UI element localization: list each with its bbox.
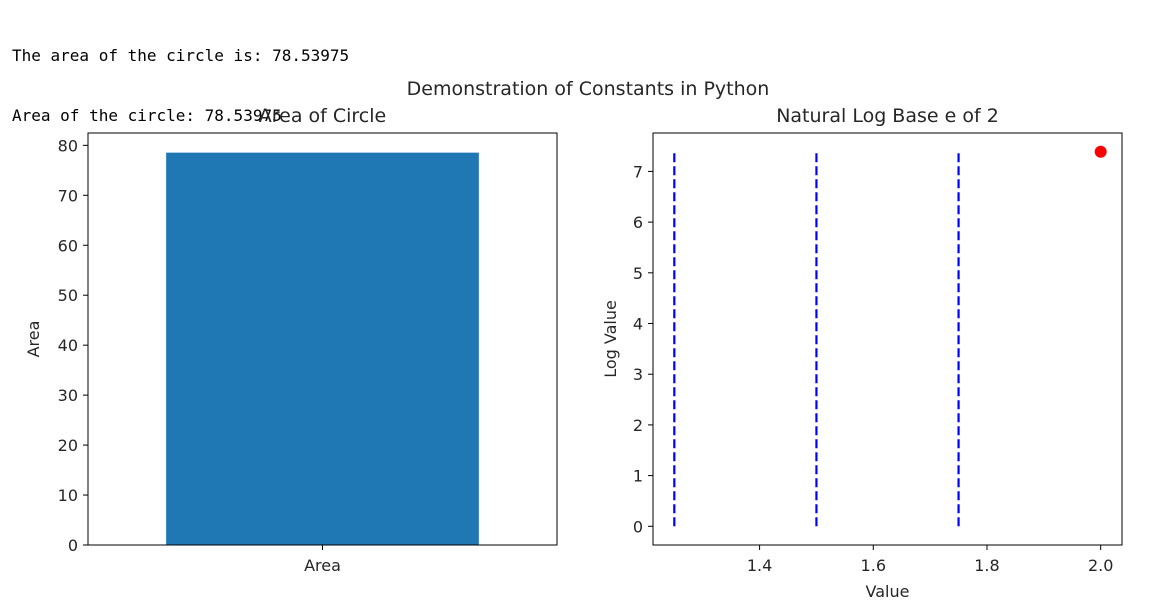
y-tick-label: 5 — [633, 264, 643, 283]
y-tick-label: 10 — [58, 486, 78, 505]
y-tick-label: 3 — [633, 365, 643, 384]
y-tick-label: 30 — [58, 386, 78, 405]
chart2-frame — [652, 132, 1123, 546]
x-tick-label: 2.0 — [1088, 556, 1113, 575]
y-tick-label: 4 — [633, 315, 643, 334]
scatter-point-1 — [1094, 145, 1107, 158]
x-tick-label: 1.6 — [861, 556, 886, 575]
chart1-ylabel: Area — [24, 321, 43, 358]
chart1-title: Area of Circle — [259, 105, 386, 127]
bar-area — [166, 152, 479, 545]
y-tick-label: 1 — [633, 467, 643, 486]
natural-log-chart: Natural Log Base e of 2 1.4 1.6 1.8 2.0 0 1 2 3 4… — [601, 105, 1123, 601]
console-line-1: The area of the circle is: 78.53975 — [12, 46, 350, 65]
figure-suptitle: Demonstration of Constants in Python — [407, 78, 770, 100]
x-tick-label: 1.8 — [974, 556, 999, 575]
chart1-frame — [87, 132, 558, 546]
y-tick-label: 70 — [58, 186, 78, 205]
y-tick-label: 0 — [68, 536, 78, 555]
y-tick-label: 50 — [58, 286, 78, 305]
x-tick-label: Area — [304, 556, 341, 575]
area-of-circle-chart: Area of Circle Area 0 10 20 30 40 50 60 70 80 Area — [24, 105, 558, 575]
console-line-2: Area of the circle: 78.53975 — [12, 106, 282, 125]
y-tick-label: 0 — [633, 517, 643, 536]
y-tick-label: 40 — [58, 336, 78, 355]
y-tick-label: 2 — [633, 416, 643, 435]
chart2-xlabel: Value — [866, 582, 910, 601]
console-output: The area of the circle is: 78.53975 Area… — [12, 6, 349, 146]
y-tick-label: 6 — [633, 213, 643, 232]
y-tick-label: 80 — [58, 136, 78, 155]
y-tick-label: 20 — [58, 436, 78, 455]
x-tick-label: 1.4 — [747, 556, 772, 575]
chart2-title: Natural Log Base e of 2 — [776, 105, 999, 127]
y-tick-label: 7 — [633, 162, 643, 181]
y-tick-label: 60 — [58, 236, 78, 255]
chart2-ylabel: Log Value — [601, 300, 620, 378]
